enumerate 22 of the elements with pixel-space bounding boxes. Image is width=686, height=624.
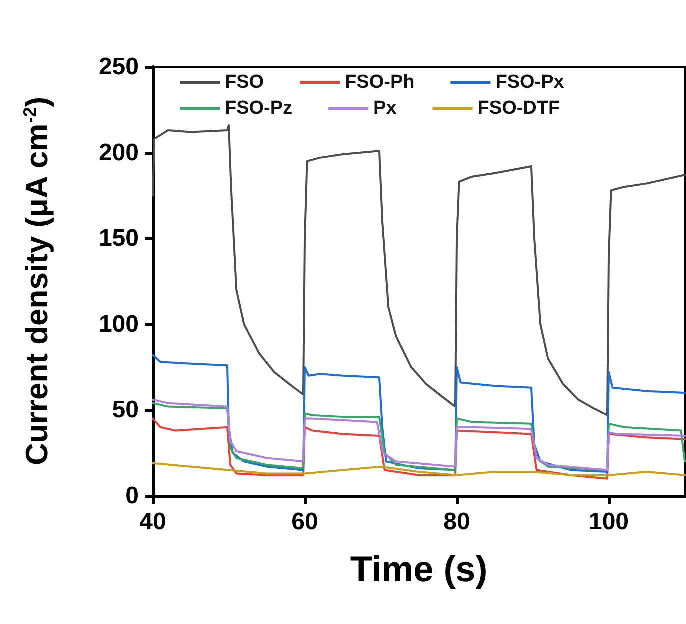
line-series [152, 418, 686, 480]
legend-label: FSO-Pz [225, 98, 293, 119]
x-tick-label: 80 [444, 508, 470, 536]
y-axis-title: Current density (μA cm-2) [20, 96, 54, 466]
x-tick-label: 60 [292, 508, 318, 536]
line-series [152, 354, 686, 473]
legend-label: Px [374, 98, 398, 119]
y-tick-label: 0 [126, 482, 139, 510]
y-tick-label: 250 [98, 54, 139, 80]
legend-label: FSO-Px [496, 72, 565, 93]
x-tick-label: 100 [588, 508, 630, 536]
y-tick-label: 200 [98, 139, 139, 166]
x-tick-label: 40 [140, 508, 166, 536]
line-series [152, 124, 686, 416]
legend-label: FSO-DTF [478, 98, 560, 119]
x-axis-title: Time (s) [350, 548, 488, 590]
y-tick-label: 150 [98, 225, 139, 252]
line-series [152, 462, 686, 476]
legend-label: FSO-Ph [345, 72, 415, 93]
legend-label: FSO [225, 72, 264, 93]
y-tick-label: 50 [112, 396, 139, 424]
y-tick-label: 100 [98, 310, 139, 338]
